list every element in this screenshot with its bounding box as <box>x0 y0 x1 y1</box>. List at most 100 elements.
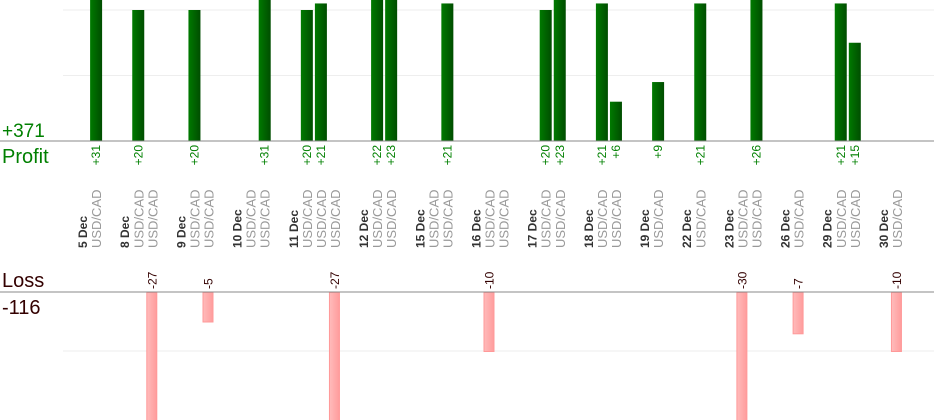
date-label: 11 Dec <box>287 210 301 248</box>
profit-value-label: +21 <box>314 145 328 166</box>
loss-bar <box>483 292 495 352</box>
symbol-label: USD/CAD <box>609 189 624 248</box>
symbol-label: USD/CAD <box>651 189 666 248</box>
loss-bar <box>202 292 214 323</box>
profit-value-label: +23 <box>553 145 567 166</box>
symbol-label: USD/CAD <box>539 189 554 248</box>
symbol-label: USD/CAD <box>202 189 217 248</box>
symbol-label: USD/CAD <box>89 189 104 248</box>
symbol-label: USD/CAD <box>300 189 315 248</box>
symbol-label: USD/CAD <box>258 189 273 248</box>
profit-label: Profit <box>2 146 49 168</box>
profit-bar <box>441 3 454 142</box>
profit-bar <box>90 0 103 141</box>
loss-value-label: -27 <box>145 271 159 289</box>
symbol-label: USD/CAD <box>187 189 202 248</box>
profit-total: +371 <box>2 121 45 142</box>
profit-bar <box>609 101 622 141</box>
loss-bar <box>890 292 902 352</box>
profit-value-label: +20 <box>300 145 314 166</box>
profit-bar <box>258 0 271 141</box>
profit-value-label: +21 <box>834 145 848 166</box>
date-label: 15 Dec <box>413 209 427 248</box>
loss-total: -116 <box>2 297 41 319</box>
date-label: 26 Dec <box>779 209 793 248</box>
profit-value-label: +31 <box>89 145 103 166</box>
symbol-label: USD/CAD <box>244 189 259 248</box>
symbol-label: USD/CAD <box>131 189 146 248</box>
bars <box>90 0 902 420</box>
symbol-label: USD/CAD <box>497 189 512 248</box>
symbol-label: USD/CAD <box>483 189 498 248</box>
profit-bar <box>132 10 145 141</box>
profit-bar <box>300 10 313 141</box>
profit-bar <box>314 3 327 142</box>
date-label: 9 Dec <box>174 216 188 248</box>
gridlines <box>63 9 934 352</box>
loss-bar <box>792 292 804 335</box>
profit-value-label: +20 <box>539 145 553 166</box>
date-label: 10 Dec <box>231 209 245 248</box>
loss-bar <box>328 292 340 420</box>
symbol-label: USD/CAD <box>735 189 750 248</box>
profit-bar <box>694 3 707 142</box>
profit-value-label: +15 <box>848 145 862 166</box>
loss-value-label: -10 <box>890 271 904 289</box>
symbol-label: USD/CAD <box>834 189 849 248</box>
loss-bar <box>736 292 748 420</box>
date-label: 8 Dec <box>118 216 132 248</box>
symbol-label: USD/CAD <box>328 189 343 248</box>
profit-bar <box>385 0 398 141</box>
loss-label: Loss <box>2 270 44 292</box>
loss-value-label: -5 <box>202 278 216 289</box>
profit-value-label: +20 <box>187 145 201 166</box>
symbol-label: USD/CAD <box>595 189 610 248</box>
symbol-label: USD/CAD <box>553 189 568 248</box>
loss-value-label: -27 <box>328 271 342 289</box>
profit-bar <box>539 10 552 141</box>
profit-bar <box>652 82 665 141</box>
date-label: 17 Dec <box>526 209 540 248</box>
symbol-label: USD/CAD <box>890 189 905 248</box>
profit-value-label: +21 <box>440 145 454 166</box>
profit-value-label: +9 <box>651 145 665 159</box>
profit-bar <box>188 10 201 141</box>
profit-value-label: +21 <box>693 145 707 166</box>
loss-value-label: -10 <box>483 271 497 289</box>
date-label: 30 Dec <box>877 209 891 248</box>
symbol-label: USD/CAD <box>314 189 329 248</box>
profit-value-label: +6 <box>609 145 623 159</box>
profit-value-label: +21 <box>595 145 609 166</box>
symbol-label: USD/CAD <box>693 189 708 248</box>
symbol-label: USD/CAD <box>384 189 399 248</box>
date-label: 16 Dec <box>469 209 483 248</box>
symbol-label: USD/CAD <box>145 189 160 248</box>
profit-bar <box>834 3 847 142</box>
date-label: 22 Dec <box>680 209 694 248</box>
loss-value-label: -7 <box>792 278 806 289</box>
profit-value-label: +23 <box>384 145 398 166</box>
labels: 5 Dec USD/CAD+318 Dec USD/CAD+20USD/CAD-27… <box>76 145 905 289</box>
symbol-label: USD/CAD <box>440 189 455 248</box>
profit-value-label: +22 <box>370 145 384 166</box>
profit-value-label: +20 <box>131 145 145 166</box>
profit-bar <box>553 0 566 141</box>
date-label: 19 Dec <box>638 209 652 248</box>
date-label: 5 Dec <box>76 216 90 248</box>
symbol-label: USD/CAD <box>370 189 385 248</box>
date-label: 29 Dec <box>821 209 835 248</box>
profit-bar <box>595 3 608 142</box>
loss-value-label: -30 <box>735 271 749 289</box>
profit-value-label: +31 <box>258 145 272 166</box>
loss-bar <box>146 292 158 420</box>
profit-bar <box>371 0 384 141</box>
symbol-label: USD/CAD <box>792 189 807 248</box>
profit-bar <box>848 42 861 141</box>
symbol-label: USD/CAD <box>848 189 863 248</box>
profit-bar <box>750 0 763 141</box>
symbol-label: USD/CAD <box>749 189 764 248</box>
date-label: 18 Dec <box>582 209 596 248</box>
symbol-label: USD/CAD <box>426 189 441 248</box>
profit-value-label: +26 <box>749 145 763 166</box>
